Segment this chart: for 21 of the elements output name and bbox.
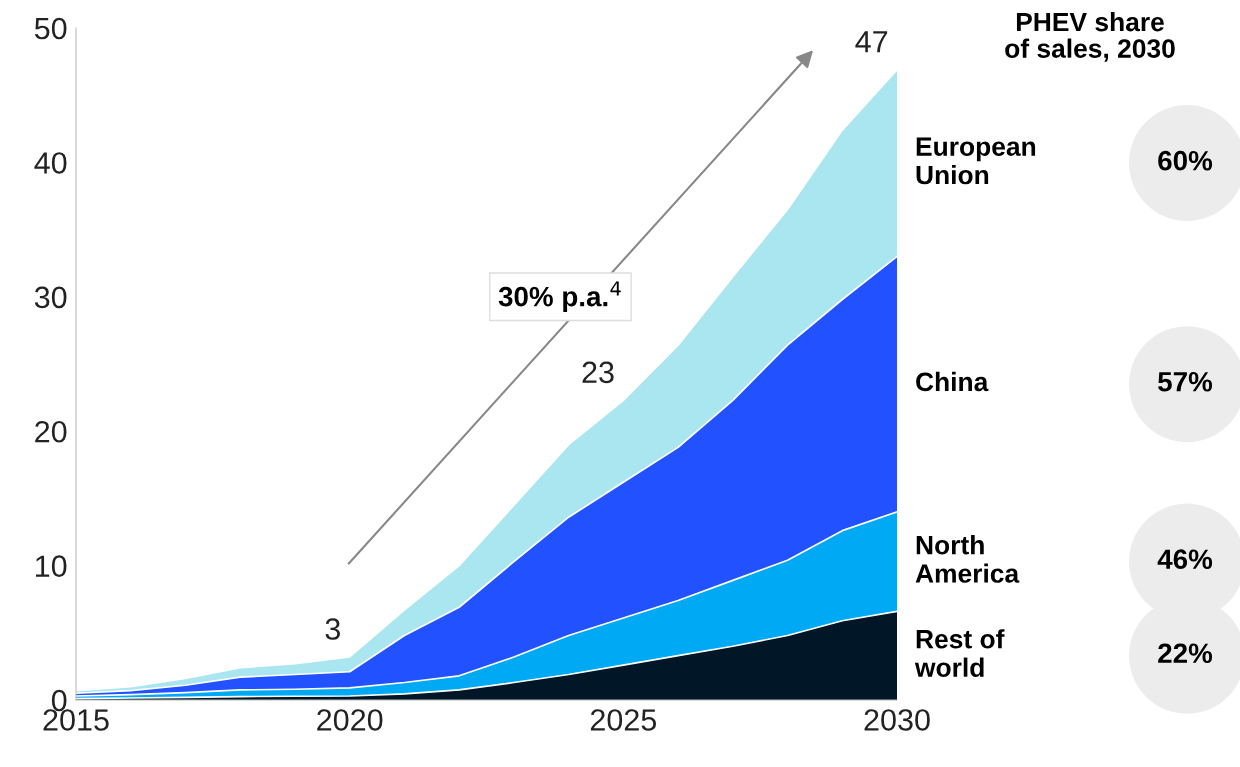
x-tick-label: 2030 [864, 709, 930, 731]
text: 57% [1158, 372, 1213, 392]
annotation: 47 [855, 31, 888, 53]
text: 46% [1157, 549, 1213, 570]
x-tick-label: 2020 [317, 709, 383, 731]
y-tick-label: 10 [36, 555, 67, 577]
text: PHEV share of sales, 2030 [1005, 12, 1175, 62]
annotation: 23 [582, 361, 614, 384]
series-label: European Union [916, 137, 1036, 185]
series-label: North America [915, 535, 1020, 583]
text: 60% [1158, 150, 1213, 171]
y-tick-label: 50 [34, 17, 67, 40]
text: 22% [1158, 643, 1213, 664]
annotation: 3 [325, 618, 340, 640]
y-tick-label: 30 [34, 286, 67, 309]
y-tick-label: 20 [35, 420, 67, 443]
annotation: 30% p.a.$^{4}$ [498, 281, 621, 312]
x-tick-label: 2025 [590, 709, 657, 731]
series-label: China [916, 371, 989, 392]
series-label: Rest of world [914, 629, 1005, 677]
y-tick-label: 40 [34, 152, 67, 174]
